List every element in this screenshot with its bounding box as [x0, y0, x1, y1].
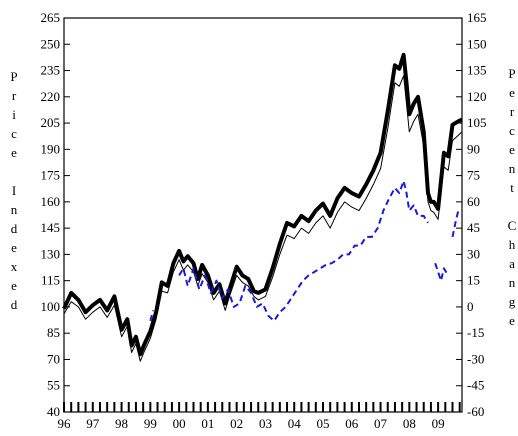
series-percent-change-line — [149, 310, 155, 322]
x-tick-label: 09 — [432, 416, 445, 431]
right-tick-label: 150 — [467, 36, 487, 51]
left-axis-label-char: e — [11, 145, 17, 160]
left-tick-label: 115 — [41, 273, 60, 288]
x-tick-label: 04 — [288, 416, 302, 431]
left-tick-label: 190 — [41, 141, 61, 156]
right-tick-label: 0 — [467, 299, 474, 314]
right-axis: -60 -45 -30 -15 0 15 30 45 60 75 90 105 120 135 150 165 — [456, 10, 487, 419]
x-tick-label: 00 — [173, 416, 186, 431]
series-percent-change-line — [178, 179, 429, 322]
left-tick-label: 205 — [41, 115, 61, 130]
x-tick-label: 98 — [115, 416, 128, 431]
x-tick-label: 05 — [317, 416, 330, 431]
left-axis-label-char: e — [11, 240, 17, 255]
right-tick-label: 30 — [467, 246, 480, 261]
right-axis-label-char: e — [509, 85, 515, 100]
left-axis-label-char: r — [12, 88, 17, 103]
series-percent-change-line — [451, 210, 460, 238]
left-tick-label: 40 — [47, 404, 60, 419]
x-tick-label: 07 — [374, 416, 388, 431]
series-thick-line — [62, 52, 463, 357]
right-tick-label: 45 — [467, 220, 480, 235]
right-axis-label-char: n — [509, 161, 516, 176]
right-axis-label-char: h — [509, 237, 516, 252]
left-axis-label-char: x — [11, 259, 18, 274]
left-axis-label-char: d — [11, 221, 18, 236]
right-tick-label: -15 — [467, 325, 484, 340]
right-tick-label: -45 — [467, 378, 484, 393]
right-axis-label-char: r — [510, 104, 515, 119]
right-tick-label: 60 — [467, 194, 480, 209]
x-tick-label: 06 — [345, 416, 359, 431]
left-tick-label: 130 — [41, 246, 61, 261]
left-tick-label: 220 — [41, 89, 61, 104]
right-tick-label: 75 — [467, 168, 480, 183]
right-tick-label: 135 — [467, 63, 487, 78]
left-tick-label: 265 — [41, 10, 61, 25]
right-axis-label-char: t — [510, 180, 514, 195]
series-percent-change-line — [434, 262, 450, 282]
left-tick-label: 55 — [47, 378, 60, 393]
x-tick-label: 97 — [86, 416, 100, 431]
series-thin-line — [63, 75, 463, 362]
right-tick-label: 90 — [467, 141, 480, 156]
x-tick-label: 03 — [259, 416, 272, 431]
left-tick-label: 235 — [41, 63, 61, 78]
right-axis-label-char: e — [509, 313, 515, 328]
right-axis-label-char: g — [509, 294, 516, 309]
left-axis-label-char: P — [10, 69, 17, 84]
right-tick-label: -30 — [467, 351, 484, 366]
left-tick-label: 70 — [47, 351, 60, 366]
right-axis-label-char: a — [509, 256, 515, 271]
left-axis-label-char: I — [12, 183, 16, 198]
right-tick-label: 15 — [467, 273, 480, 288]
left-axis-label-char: c — [11, 126, 17, 141]
left-axis-label-char: d — [11, 297, 18, 312]
left-axis-label-char: e — [11, 278, 17, 293]
right-axis-label-char: e — [509, 142, 515, 157]
right-tick-label: 120 — [467, 89, 487, 104]
right-axis-label-char: P — [508, 66, 515, 81]
right-tick-label: 105 — [467, 115, 487, 130]
left-axis-label-char: n — [11, 202, 18, 217]
x-axis: 96 97 98 99 00 01 02 03 04 05 06 07 08 09 — [58, 402, 461, 431]
right-axis-label-char: C — [508, 218, 517, 233]
left-tick-label: 145 — [41, 220, 61, 235]
left-axis: 40 55 70 85 100 115 130 145 160 175 190 205 220 235 25… — [41, 10, 70, 419]
x-tick-label: 01 — [201, 416, 214, 431]
right-axis-label-char: n — [509, 275, 516, 290]
left-tick-label: 100 — [41, 299, 61, 314]
left-tick-label: 85 — [47, 325, 60, 340]
plot-lines — [62, 52, 463, 362]
x-tick-label: 02 — [230, 416, 243, 431]
left-tick-label: 175 — [41, 168, 61, 183]
x-tick-label: 96 — [58, 416, 72, 431]
left-axis-label-char: i — [12, 107, 16, 122]
x-tick-label: 99 — [144, 416, 157, 431]
right-axis-label-char: c — [509, 123, 515, 138]
left-tick-label: 250 — [41, 36, 61, 51]
plot-frame — [63, 17, 463, 413]
right-tick-label: 165 — [467, 10, 487, 25]
x-tick-label: 08 — [403, 416, 416, 431]
right-tick-label: -60 — [467, 404, 484, 419]
left-tick-label: 160 — [41, 194, 61, 209]
